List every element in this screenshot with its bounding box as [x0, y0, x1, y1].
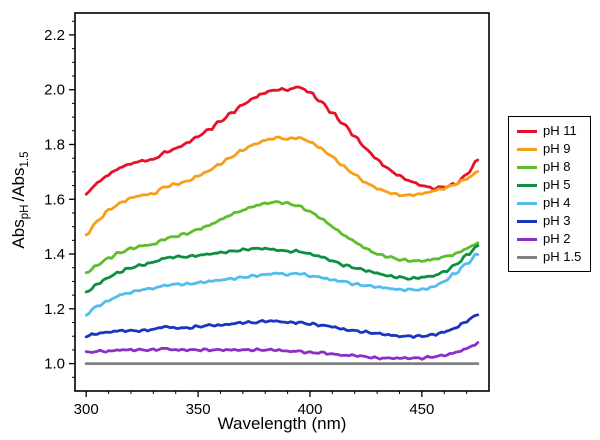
- y-tick-label: 1.8: [44, 136, 65, 153]
- series-line-ph-5: [84, 244, 480, 294]
- legend-swatch: [517, 147, 537, 151]
- legend-item: pH 4: [517, 196, 581, 210]
- y-axis-label-sub2: 1.5: [19, 151, 32, 168]
- legend-item: pH 3: [517, 214, 581, 228]
- legend-label: pH 11: [543, 123, 577, 138]
- x-tick-label: 450: [409, 401, 434, 418]
- y-tick-label: 1.4: [44, 246, 65, 263]
- legend-item: pH 5: [517, 178, 581, 192]
- legend-label: pH 4: [543, 195, 571, 210]
- y-tick-label: 1.6: [44, 191, 65, 208]
- legend-label: pH 5: [543, 177, 571, 192]
- legend-items: pH 11 pH 9 pH 8 pH 5 pH 4 pH 3 pH 2 pH 1.5: [517, 124, 581, 264]
- series-line-ph-2: [84, 341, 480, 361]
- series-line-ph-9: [84, 135, 480, 237]
- series-line-ph-4: [84, 252, 480, 317]
- legend-swatch: [517, 219, 537, 223]
- y-tick-label: 2.0: [44, 82, 65, 99]
- y-axis-label-base1: Abs: [8, 219, 28, 249]
- legend-item: pH 8: [517, 160, 581, 174]
- legend-swatch: [517, 129, 537, 133]
- y-axis-label-base2: /Abs: [8, 167, 28, 202]
- y-tick-label: 2.2: [44, 27, 65, 44]
- y-tick-label: 1.0: [44, 356, 65, 373]
- x-tick-label: 350: [186, 401, 211, 418]
- x-axis-label: Wavelength (nm): [217, 414, 347, 433]
- series-line-ph-8: [84, 200, 480, 275]
- legend-label: pH 8: [543, 159, 571, 174]
- axis-ticks: [69, 20, 468, 397]
- y-axis-label: AbspH/Abs1.5: [9, 151, 31, 248]
- legend-label: pH 9: [543, 141, 571, 156]
- legend-swatch: [517, 165, 537, 169]
- x-tick-label: 300: [74, 401, 99, 418]
- legend-item: pH 11: [517, 124, 581, 138]
- legend-swatch: [517, 237, 537, 241]
- legend-swatch: [517, 255, 537, 259]
- legend-swatch: [517, 183, 537, 187]
- y-tick-label: 1.2: [44, 301, 65, 318]
- series-line-ph-3: [84, 313, 480, 339]
- chart-legend: pH 11 pH 9 pH 8 pH 5 pH 4 pH 3 pH 2 pH 1.5: [508, 116, 592, 272]
- plot-frame: [74, 12, 490, 392]
- legend-label: pH 3: [543, 213, 571, 228]
- legend-item: pH 9: [517, 142, 581, 156]
- legend-label: pH 1.5: [543, 249, 582, 264]
- legend-label: pH 2: [543, 231, 571, 246]
- x-tick-label: 400: [297, 401, 322, 418]
- y-axis-label-sub1: pH: [19, 204, 32, 220]
- legend-swatch: [517, 201, 537, 205]
- legend-item: pH 1.5: [517, 250, 581, 264]
- legend-item: pH 2: [517, 232, 581, 246]
- axis-tick-labels: 300 350 400 450 1.0 1.2 1.4 1.6 1.8 2.0 2.2: [44, 27, 434, 418]
- series-line-ph-11: [84, 85, 480, 196]
